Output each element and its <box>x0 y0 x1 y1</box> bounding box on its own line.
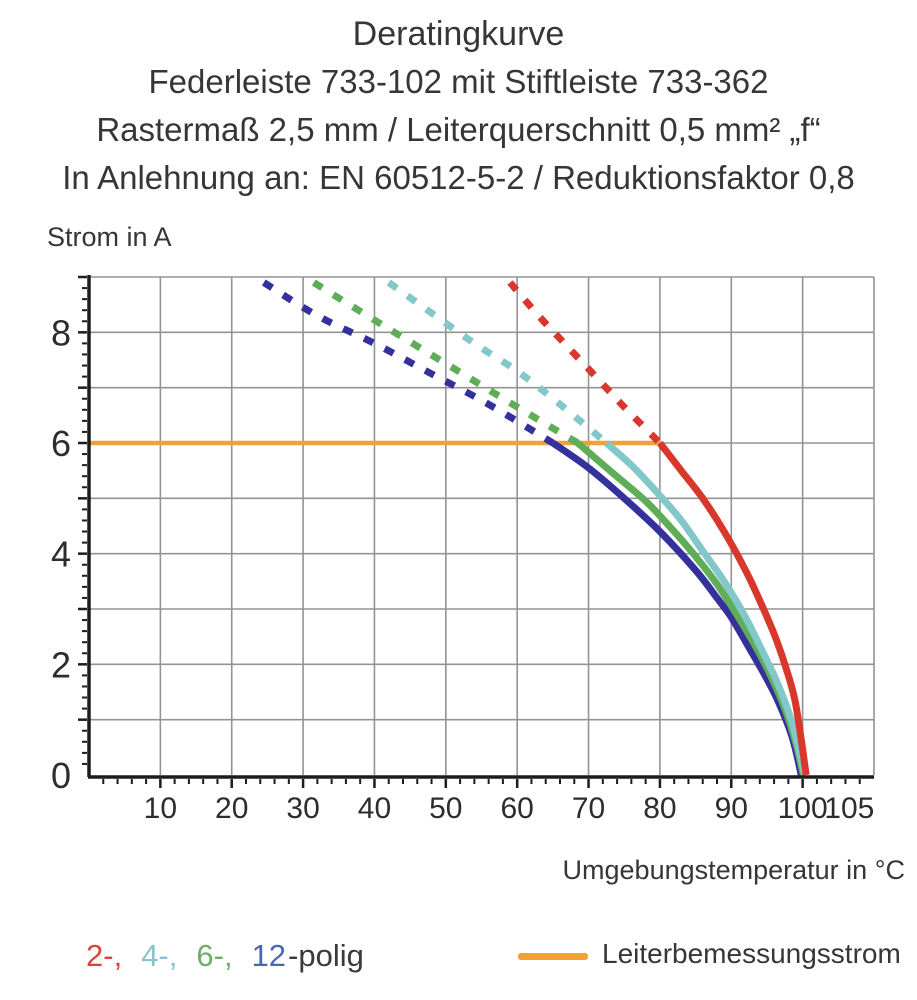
legend-item-12-polig: 12 <box>251 938 287 973</box>
subtitle-spec: Rastermaß 2,5 mm / Leiterquerschnitt 0,5… <box>96 111 821 148</box>
x-tick-label-40: 40 <box>358 792 391 825</box>
legend-item-6-polig: 6-, <box>196 938 233 973</box>
y-tick-labels: 0 2 4 6 8 <box>51 312 71 796</box>
x-tick-label-60: 60 <box>500 792 533 825</box>
x-tick-label-100: 100 <box>778 792 828 825</box>
y-tick-label-2: 2 <box>51 644 71 685</box>
page-title: Deratingkurve <box>352 15 565 53</box>
axis-ticks <box>78 275 861 788</box>
legend-item-4-polig: 4-, <box>141 938 178 973</box>
curve-4-polig-dashed <box>386 279 609 446</box>
reference-line-swatch <box>518 952 588 960</box>
axes <box>87 275 874 779</box>
curve-12-polig-dashed <box>261 279 555 446</box>
y-tick-label-6: 6 <box>51 423 71 464</box>
subtitle-standard: In Anlehnung an: EN 60512-5-2 / Reduktio… <box>62 159 855 196</box>
x-tick-label-70: 70 <box>572 792 605 825</box>
x-tick-label-30: 30 <box>286 792 319 825</box>
reference-line-label: Leiterbemessungsstrom <box>602 938 901 969</box>
curve-4-polig-solid <box>604 440 809 776</box>
y-tick-label-8: 8 <box>51 312 71 353</box>
y-tick-label-4: 4 <box>51 534 71 575</box>
pole-legend: 2-, 4-, 6-, 12 -polig <box>86 938 364 974</box>
x-tick-label-50: 50 <box>429 792 462 825</box>
x-axis-caption: Umgebungstemperatur in °C <box>562 855 905 885</box>
curves <box>261 279 810 776</box>
x-tick-label-20: 20 <box>215 792 248 825</box>
x-tick-label-90: 90 <box>715 792 748 825</box>
reference-legend: Leiterbemessungsstrom <box>518 938 901 970</box>
x-tick-label-105: 105 <box>824 792 874 825</box>
legend-suffix: -polig <box>288 938 364 973</box>
grid <box>89 276 875 775</box>
x-tick-label-80: 80 <box>643 792 676 825</box>
y-axis-caption: Strom in A <box>47 222 172 252</box>
title-block: Deratingkurve Federleiste 733-102 mit St… <box>0 10 917 202</box>
legend-item-2-polig: 2-, <box>86 938 123 973</box>
subtitle-product: Federleiste 733-102 mit Stiftleiste 733-… <box>148 63 769 100</box>
curve-2-polig-solid <box>657 440 810 776</box>
x-tick-label-10: 10 <box>144 792 177 825</box>
y-tick-label-0: 0 <box>51 755 71 796</box>
